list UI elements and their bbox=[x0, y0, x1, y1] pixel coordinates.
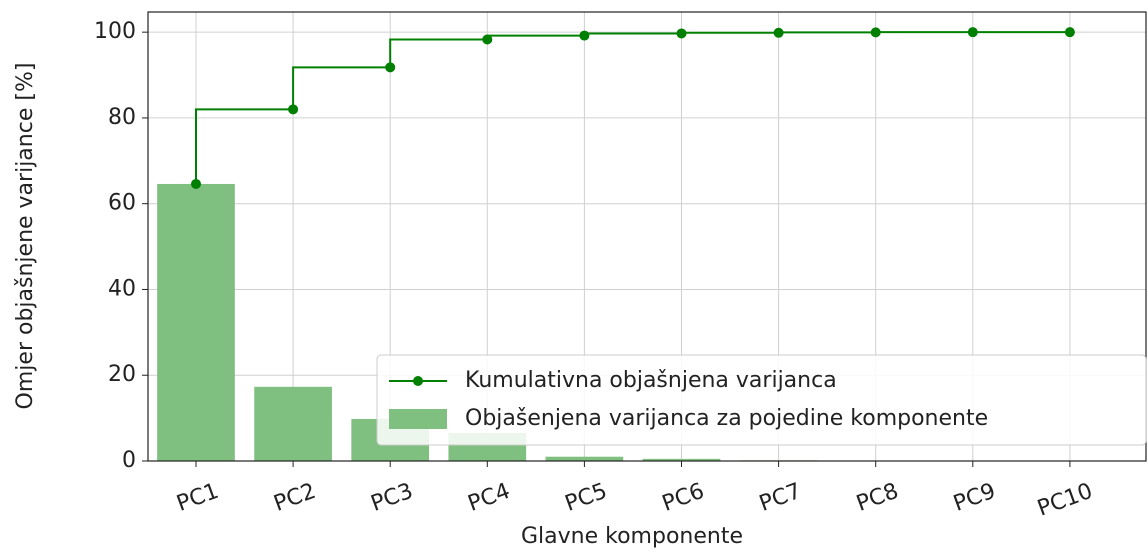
legend-label: Objašenjena varijanca za pojedine kompon… bbox=[465, 406, 988, 431]
step-line bbox=[292, 66, 391, 110]
point bbox=[870, 27, 881, 38]
y-tick-label: 0 bbox=[122, 448, 136, 473]
step-line bbox=[486, 34, 585, 40]
x-tick-label: PC10 bbox=[1034, 479, 1096, 522]
y-tick-label: 40 bbox=[108, 276, 136, 301]
x-tick-label: PC1 bbox=[173, 479, 222, 517]
y-tick-label: 20 bbox=[108, 362, 136, 387]
bar bbox=[545, 456, 624, 461]
step-line bbox=[680, 31, 779, 34]
x-axis-label: Glavne komponente bbox=[521, 524, 743, 549]
legend-swatch bbox=[389, 409, 447, 429]
point bbox=[967, 27, 978, 38]
legend-label: Kumulativna objašnjena varijanca bbox=[465, 368, 837, 393]
step-line bbox=[583, 32, 682, 36]
bar bbox=[254, 386, 332, 461]
point bbox=[288, 104, 299, 115]
point bbox=[1064, 27, 1075, 38]
point bbox=[773, 27, 784, 38]
bar bbox=[642, 458, 721, 461]
point bbox=[385, 62, 396, 73]
point bbox=[191, 178, 201, 189]
legend-marker bbox=[413, 376, 423, 386]
y-tick-label: 100 bbox=[94, 19, 136, 44]
x-tick-label: PC4 bbox=[465, 479, 514, 517]
bar bbox=[157, 183, 235, 462]
step-line bbox=[389, 38, 488, 68]
point bbox=[676, 28, 687, 39]
y-axis-label: Omjer objašnjene varijance [%] bbox=[13, 63, 38, 410]
legend: Kumulativna objašnjena varijanca Objašenj… bbox=[376, 354, 1147, 446]
y-tick-label: 80 bbox=[108, 105, 136, 130]
y-tick-label: 60 bbox=[108, 191, 136, 216]
plot-frame bbox=[147, 11, 1147, 462]
x-tick-label: PC7 bbox=[756, 479, 805, 517]
point bbox=[579, 30, 590, 41]
x-tick-label: PC3 bbox=[368, 479, 417, 517]
x-tick-label: PC6 bbox=[659, 479, 708, 517]
legend-box bbox=[376, 354, 1147, 446]
x-tick-label: PC9 bbox=[950, 479, 999, 517]
step-line bbox=[195, 108, 294, 184]
x-tick-label: PC2 bbox=[271, 479, 320, 517]
x-tick-label: PC5 bbox=[562, 479, 611, 517]
point bbox=[482, 34, 493, 45]
x-tick-label: PC8 bbox=[853, 479, 902, 517]
